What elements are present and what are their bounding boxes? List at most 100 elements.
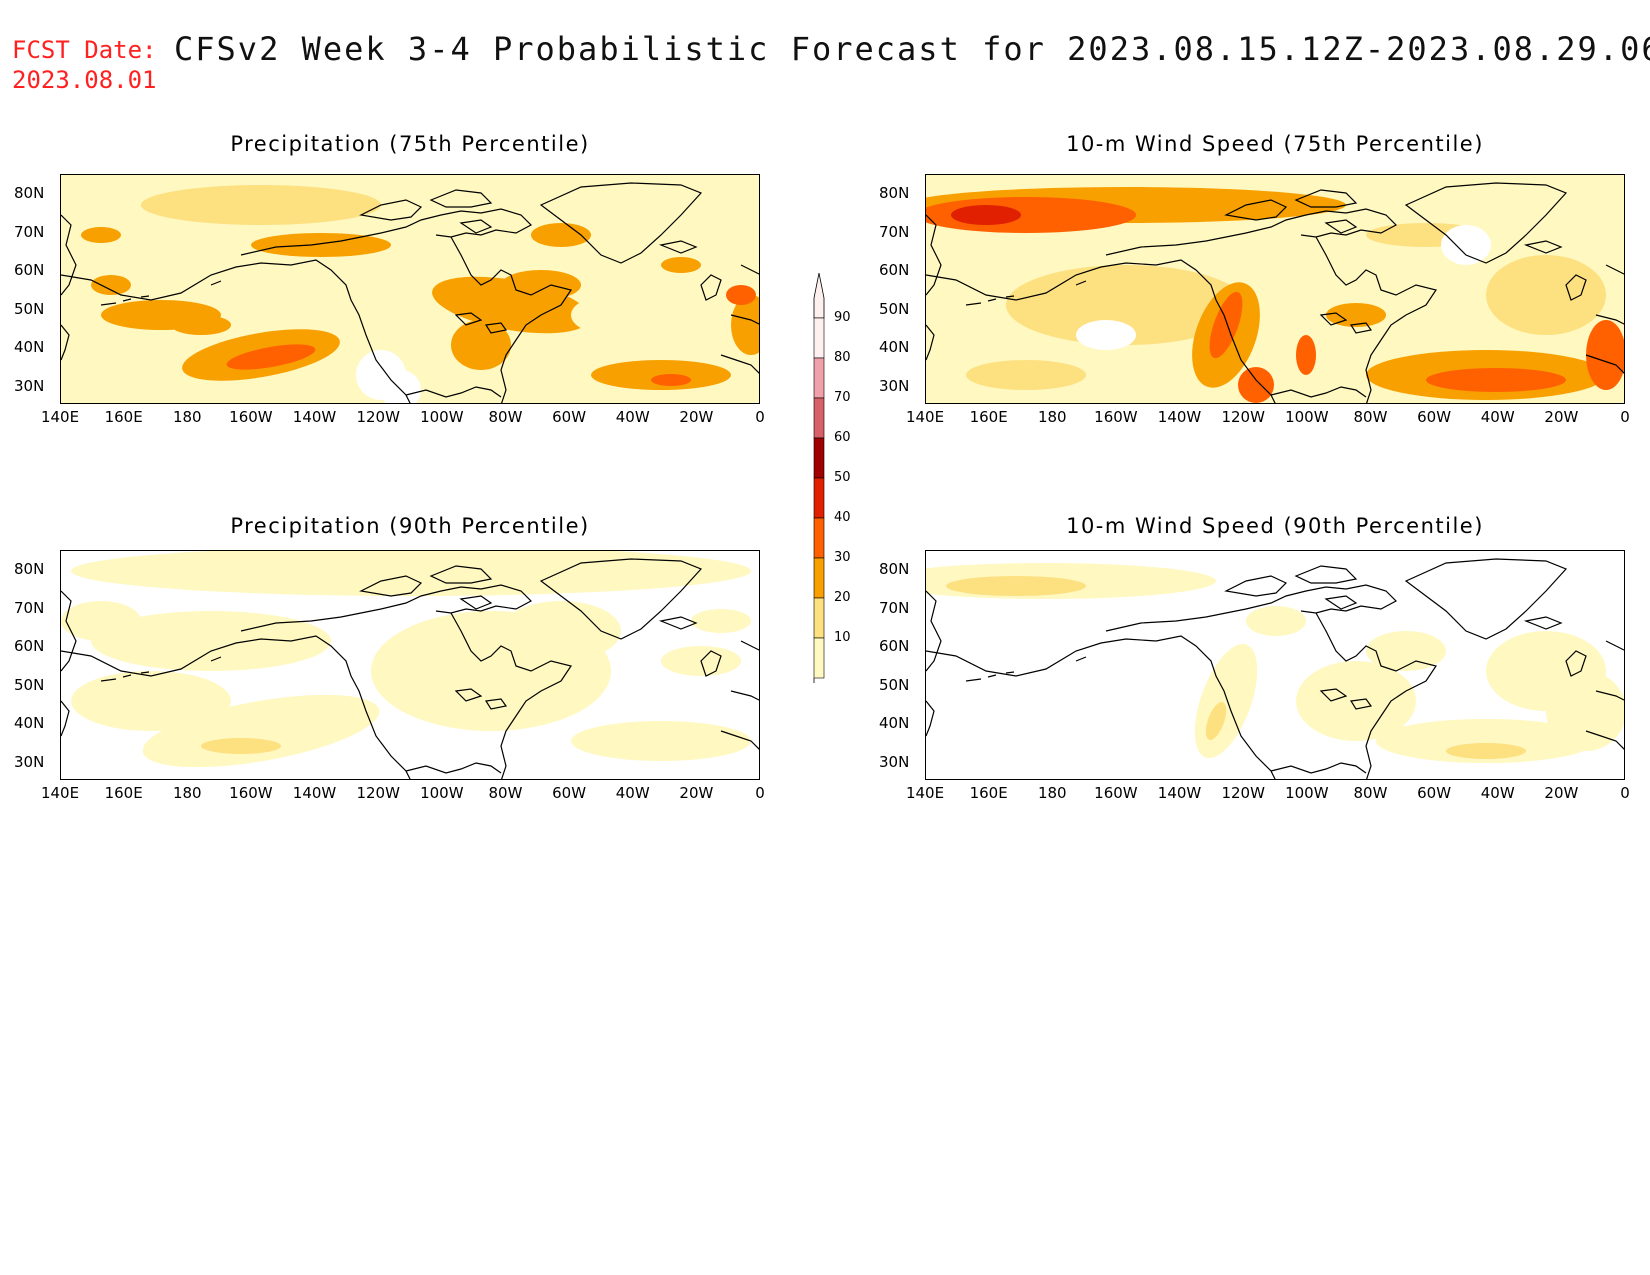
probability-contour-fill [571,295,651,335]
probability-contour-fill [142,694,380,768]
coastline [1404,558,1568,640]
latitude-tick-label: 70N [879,598,910,617]
probability-contour-fill [1209,291,1243,359]
colorbar-segment [813,517,825,559]
coastline [429,189,493,208]
longitude-tick-label: 100W [420,408,464,426]
coastline [1523,616,1563,630]
coastline [61,700,70,737]
probability-contour-fill [1006,265,1246,345]
longitude-tick-label: 140E [40,784,80,802]
latitude-tick-label: 80N [14,184,45,202]
coastline [658,240,698,254]
longitude-tick-label: 0 [1620,408,1630,426]
longitude-tick-label: 80W [1353,784,1388,802]
latitude-tick-label: 50N [14,675,45,694]
longitude-tick-label: 140E [905,784,945,802]
colorbar-segment [813,397,825,439]
coastline [926,324,935,361]
coastline [61,259,411,403]
coastlines [926,182,1624,403]
longitude-tick-label: 120W [1221,784,1265,802]
longitude-tick-label: 160E [969,784,1008,802]
longitude-tick-label: 140W [1157,408,1202,426]
probability-contour-fill [966,360,1086,390]
longitude-tick-label: 160W [229,784,273,802]
longitude-tick-label: 100W [1285,408,1329,426]
latitude-tick-label: 60N [879,637,910,655]
coastline [240,584,532,632]
coastline [539,558,703,640]
probability-contour-fill [71,551,751,596]
colorbar-level-label: 80 [834,350,851,365]
probability-contour-fill [226,344,316,370]
coastline [405,762,502,774]
coastline [100,280,222,306]
coastline [1294,565,1358,584]
colorbar-segment [813,637,825,679]
longitude-tick-label: 20W [679,784,714,802]
panel-title-wind-90: 10-m Wind Speed (90th Percentile) [1066,514,1484,538]
coastline [1224,199,1288,221]
colorbar-segment [813,477,825,519]
probability-contour-fill [1326,303,1386,327]
colorbar-level-label: 60 [834,430,851,445]
longitude-tick-label: 180 [172,784,202,802]
probability-contour-fill [691,609,751,633]
longitude-tick-label: 60W [552,784,587,802]
coastline [926,700,935,737]
coastline [926,590,942,672]
coastline [1294,189,1358,208]
probability-contour-fill [91,275,131,295]
probability-contour-fill [1076,320,1136,350]
latitude-tick-label: 50N [14,299,45,318]
probability-shading [61,551,751,768]
longitude-tick-label: 40W [615,784,650,802]
probability-contour-fill [501,601,621,661]
coastline [700,274,722,301]
longitude-tick-label: 0 [755,408,765,426]
coastline [1105,584,1397,632]
longitude-tick-label: 140E [905,408,945,426]
longitude-tick-label: 60W [1417,408,1452,426]
map-panel-wind-75 [925,174,1625,404]
probability-contour-fill [171,315,231,335]
latitude-tick-label: 40N [14,338,45,356]
probability-contour-fill [726,285,756,305]
coastline [459,595,493,610]
probability-contour-fill [91,611,331,671]
latitude-tick-label: 40N [879,338,910,356]
longitude-tick-label: 80W [1353,408,1388,426]
probability-contour-fill [651,374,691,386]
longitude-tick-label: 160W [229,408,273,426]
longitude-tick-label: 140W [1157,784,1202,802]
colorbar-level-label: 40 [834,510,851,525]
latitude-tick-label: 30N [879,752,910,771]
probability-contour-fill [1296,661,1416,741]
colorbar-level-label: 70 [834,390,851,405]
longitude-tick-label: 160W [1094,784,1138,802]
probability-contour-fill [121,243,241,267]
longitude-tick-label: 120W [356,784,400,802]
coastline [454,688,508,710]
coastline [1324,219,1358,234]
longitude-tick-label: 20W [1544,784,1579,802]
probability-shading [61,175,759,403]
coastline [450,612,572,779]
coastline [1315,612,1437,779]
coastline [1319,688,1373,710]
coastline [100,656,222,682]
probability-contour-fill [141,185,381,225]
probability-contour-fill [661,257,701,273]
probability-contour-fill [381,370,421,403]
latitude-tick-label: 50N [879,299,910,318]
colorbar-bottom-arrow [813,678,815,683]
coastline [459,219,493,234]
coastline [539,182,703,264]
probability-contour-fill [571,721,751,761]
probability-contour-fill [251,233,391,257]
latitude-tick-label: 80N [879,184,910,202]
colorbar-segment [813,357,825,399]
coastline [720,640,759,750]
coastline [965,656,1087,682]
